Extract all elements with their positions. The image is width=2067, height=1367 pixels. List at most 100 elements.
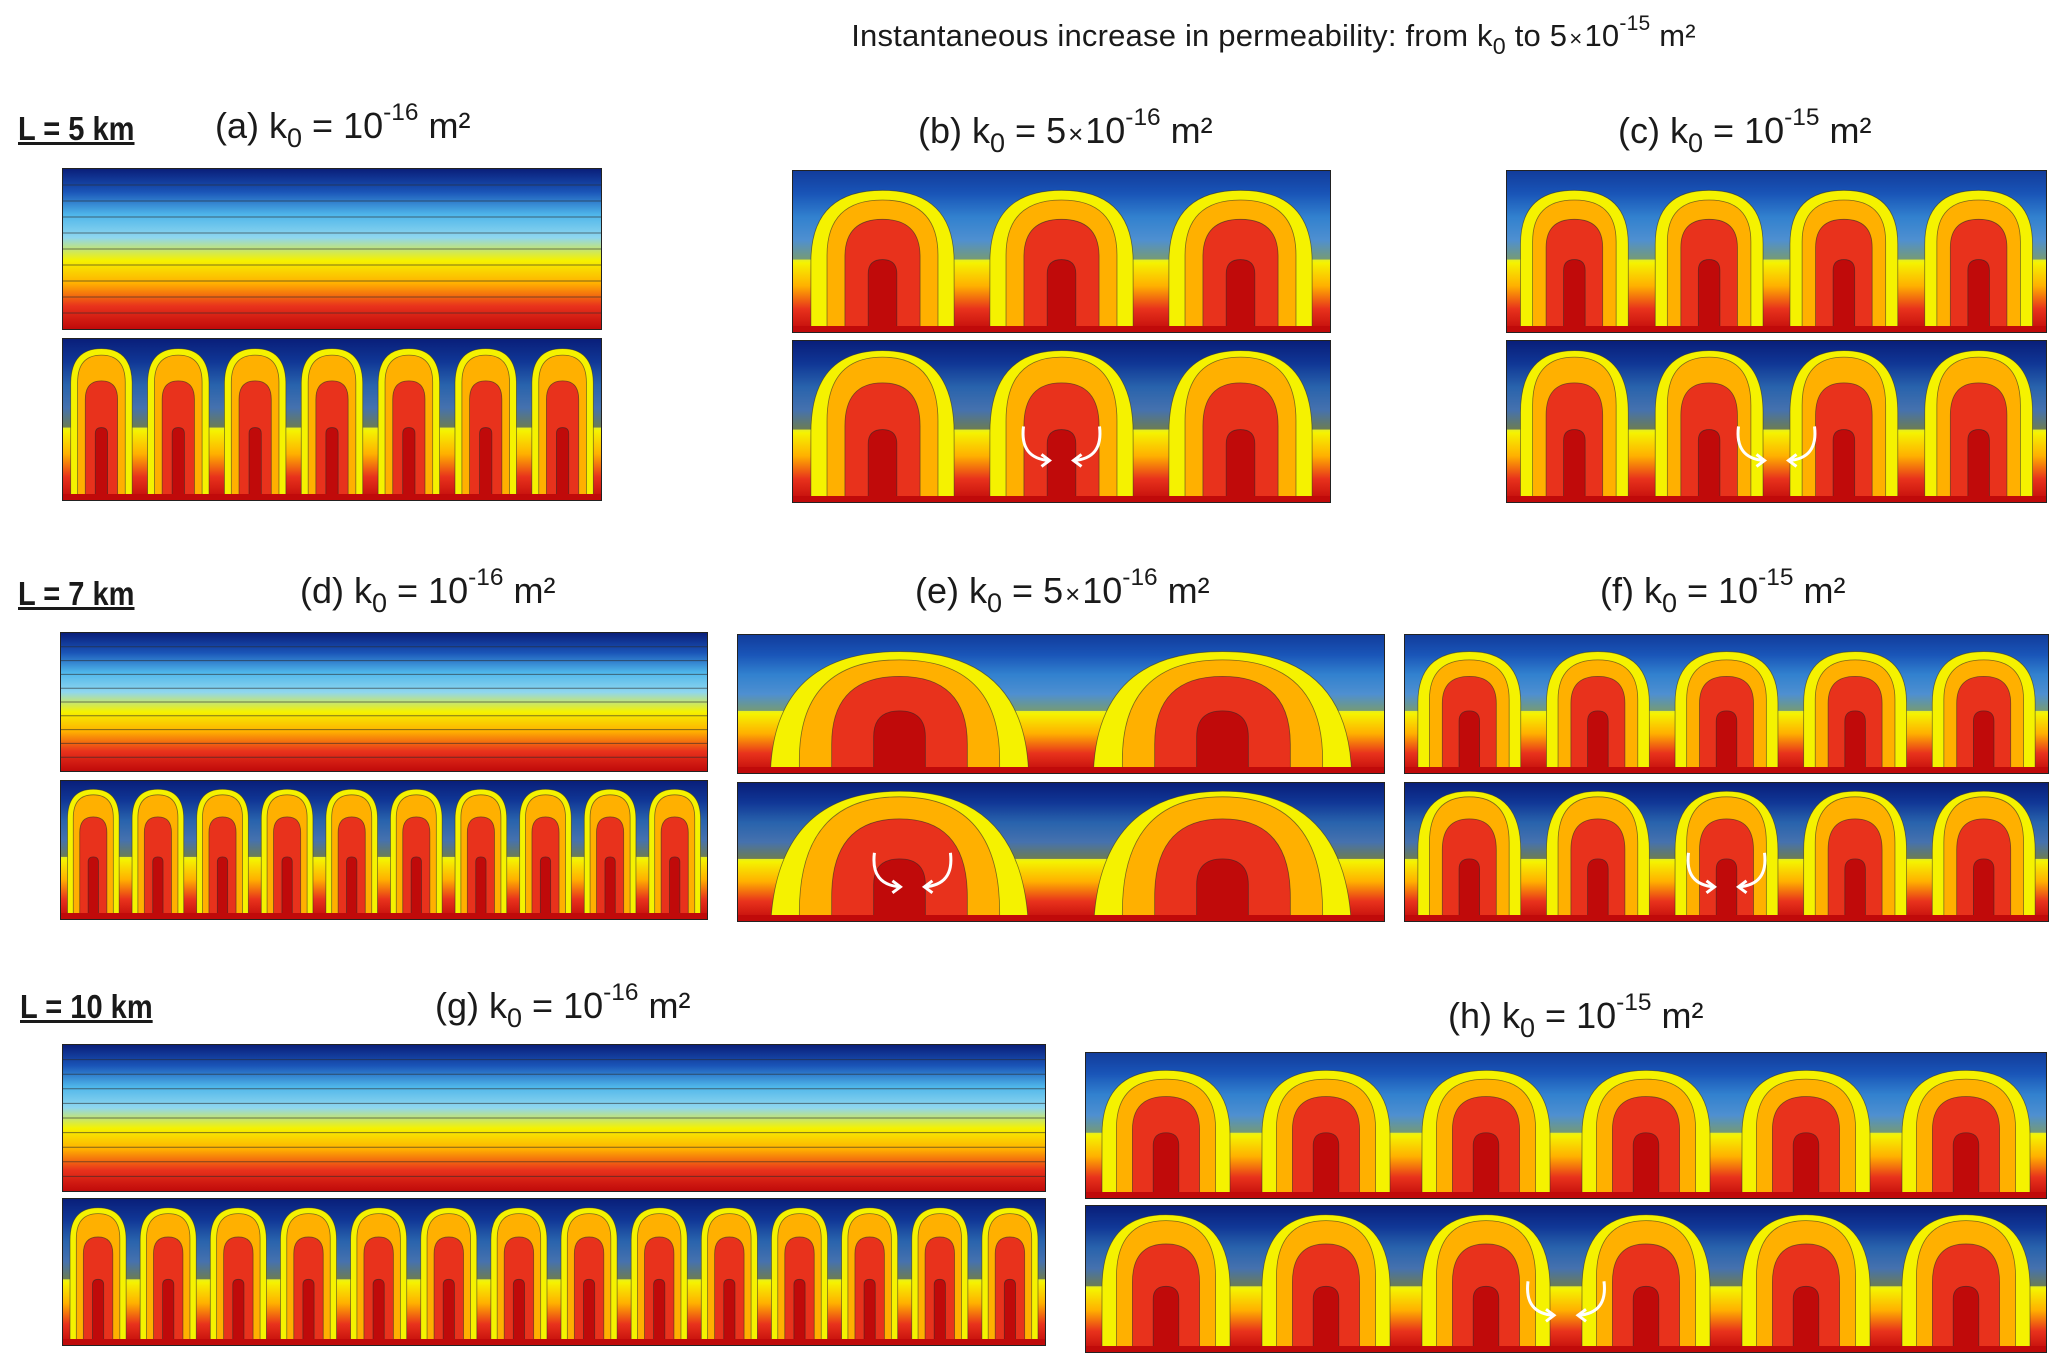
temperature-field [1405,635,2048,773]
hot-base [61,913,707,919]
plume [475,856,487,919]
flow-arrow [1021,426,1050,462]
flow-arrowhead [1705,879,1717,895]
flow-arrow [1736,426,1765,462]
flow-arrow [1526,1281,1555,1317]
plume [1563,429,1586,502]
plume [402,427,416,500]
plume [479,427,493,500]
temperature-field [1086,1206,2046,1352]
temperature-field [793,171,1330,332]
hot-base [63,494,601,500]
exponent: -16 [383,98,419,126]
exponent: -15 [1616,988,1652,1016]
temperature-field [63,1045,1045,1191]
temperature-field [63,169,601,329]
hot-base [1086,1192,2046,1198]
plume [604,856,616,919]
plume [1973,858,1995,921]
plume [152,856,164,919]
plume [346,856,358,919]
flow-arrow [1577,1281,1606,1317]
hot-base [1086,1346,2046,1352]
hot-base [793,496,1330,502]
plume [873,858,926,921]
hot-base [738,767,1384,773]
panel-f-bottom [1404,782,2049,922]
panel-label-e: (e) k0 = 5×10-16 m² [915,563,1210,619]
panel-label-d: (d) k0 = 10-16 m² [300,563,556,619]
temperature-field [793,341,1330,502]
temperature-field [1086,1053,2046,1198]
panel-g-bottom [62,1198,1046,1346]
panel-tag: (e) [915,570,959,611]
cold-region [1086,1053,2046,1133]
plume [1952,1132,1980,1198]
plume [232,1278,245,1345]
plume [325,427,339,500]
flow-arrowhead [1545,1308,1557,1323]
hot-base [1405,767,2048,773]
plume [1632,1285,1660,1352]
plume [1792,1285,1820,1352]
row-label-l7: L = 7 km [18,575,135,612]
plume [1046,259,1077,332]
exponent: -15 [1758,563,1794,591]
row-label-l5: L = 5 km [18,110,135,147]
plume [556,427,570,500]
panel-label-c: (c) k0 = 10-15 m² [1618,103,1872,159]
plume [94,427,108,500]
panel-label-a: (a) k0 = 10-16 m² [215,98,471,154]
plume [1312,1132,1340,1198]
plume [92,1278,105,1345]
plume [539,856,552,919]
plume [1225,259,1256,332]
plume [873,710,926,773]
hot-base [1507,326,2046,332]
flow-arrowhead [1786,453,1798,468]
plume [1587,710,1609,773]
flow-arrowhead [1575,1308,1587,1323]
hot-base [1507,496,2046,502]
hot-base [63,1339,1045,1345]
panel-g-top [62,1044,1046,1192]
flow-arrowhead [1071,453,1083,468]
temperature-field [61,781,707,919]
panel-f-top [1404,634,2049,774]
temperature-field [1507,341,2046,502]
plume [1196,710,1249,773]
flow-arrow [1073,426,1102,462]
exponent: -16 [1122,563,1158,591]
plume [653,1278,666,1345]
plume [1967,429,1990,502]
plume [512,1278,525,1345]
temperature-field [738,635,1384,773]
plume [867,429,898,502]
plume [1697,259,1721,332]
plume [1973,710,1995,773]
panel-tag: (d) [300,570,344,611]
plume [1697,429,1721,502]
plume [1715,710,1738,773]
flow-arrowhead [891,879,903,895]
hot-base [1405,915,2048,921]
flow-arrowhead [1040,453,1052,468]
temperature-field [1507,171,2046,332]
plume [1844,858,1866,921]
plume [1587,858,1609,921]
panel-tag: (f) [1600,570,1634,611]
temperature-field [63,1199,1045,1345]
flow-arrow [924,852,953,889]
temperature-field [738,783,1384,921]
panel-tag: (h) [1448,995,1492,1036]
flow-arrow [1686,852,1715,889]
panel-h-bottom [1085,1205,2047,1353]
plume [1458,858,1480,921]
plume [410,856,422,919]
panel-h-top [1085,1052,2047,1199]
exponent: -15 [1784,103,1820,131]
plume [669,856,681,919]
hot-base [793,326,1330,332]
plume [302,1278,315,1345]
temperature-field [61,633,707,771]
